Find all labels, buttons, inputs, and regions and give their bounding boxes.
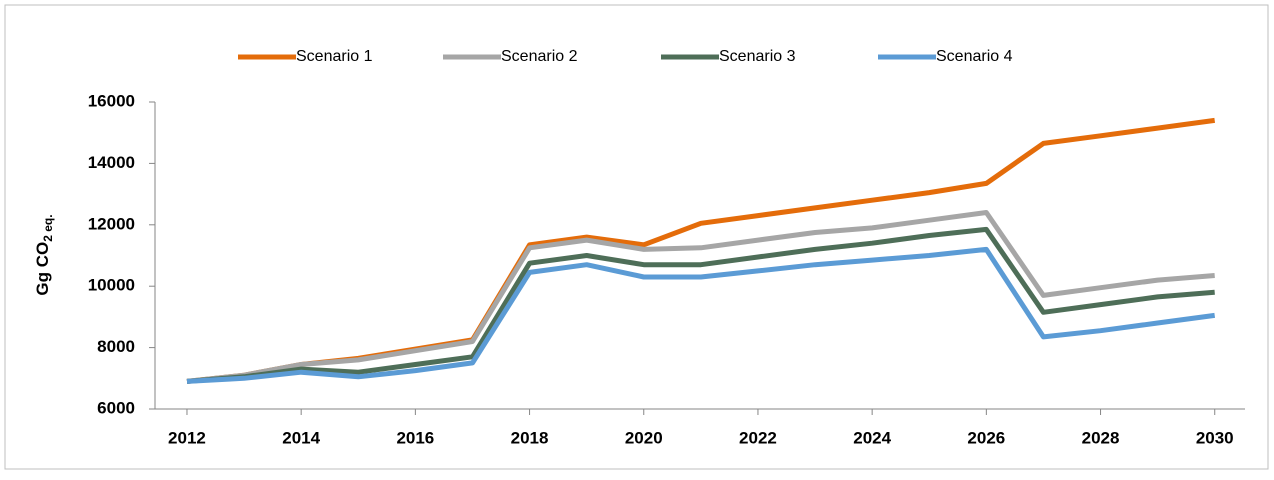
series-line	[186, 246, 1216, 384]
y-tick-label: 16000	[88, 91, 135, 110]
x-tick-label: 2020	[625, 428, 663, 447]
x-tick-label: 2014	[282, 428, 320, 447]
legend-label: Scenario 3	[719, 48, 796, 65]
y-axis-label-main: Gg CO	[33, 242, 52, 296]
x-tick-label: 2018	[511, 428, 549, 447]
y-tick-label: 14000	[88, 153, 135, 172]
x-tick-label: 2026	[967, 428, 1005, 447]
legend-label: Scenario 2	[501, 48, 578, 65]
x-tick-label: 2012	[168, 428, 206, 447]
y-axis-label-sub: 2 eq.	[41, 214, 55, 241]
y-tick-label: 12000	[88, 214, 135, 233]
y-tick-label: 8000	[97, 337, 135, 356]
legend-label: Scenario 4	[936, 48, 1013, 65]
series-line	[186, 210, 1215, 384]
y-tick-label: 10000	[88, 276, 135, 295]
x-tick-label: 2016	[396, 428, 434, 447]
y-tick-label: 6000	[97, 398, 135, 417]
x-tick-label: 2022	[739, 428, 777, 447]
series-line	[186, 226, 1215, 384]
x-tick-label: 2028	[1082, 428, 1120, 447]
x-tick-label: 2030	[1196, 428, 1234, 447]
x-tick-label: 2024	[853, 428, 891, 447]
chart-border	[4, 4, 1269, 470]
y-axis-label: Gg CO2 eq.	[33, 214, 55, 295]
legend-label: Scenario 1	[296, 48, 373, 65]
